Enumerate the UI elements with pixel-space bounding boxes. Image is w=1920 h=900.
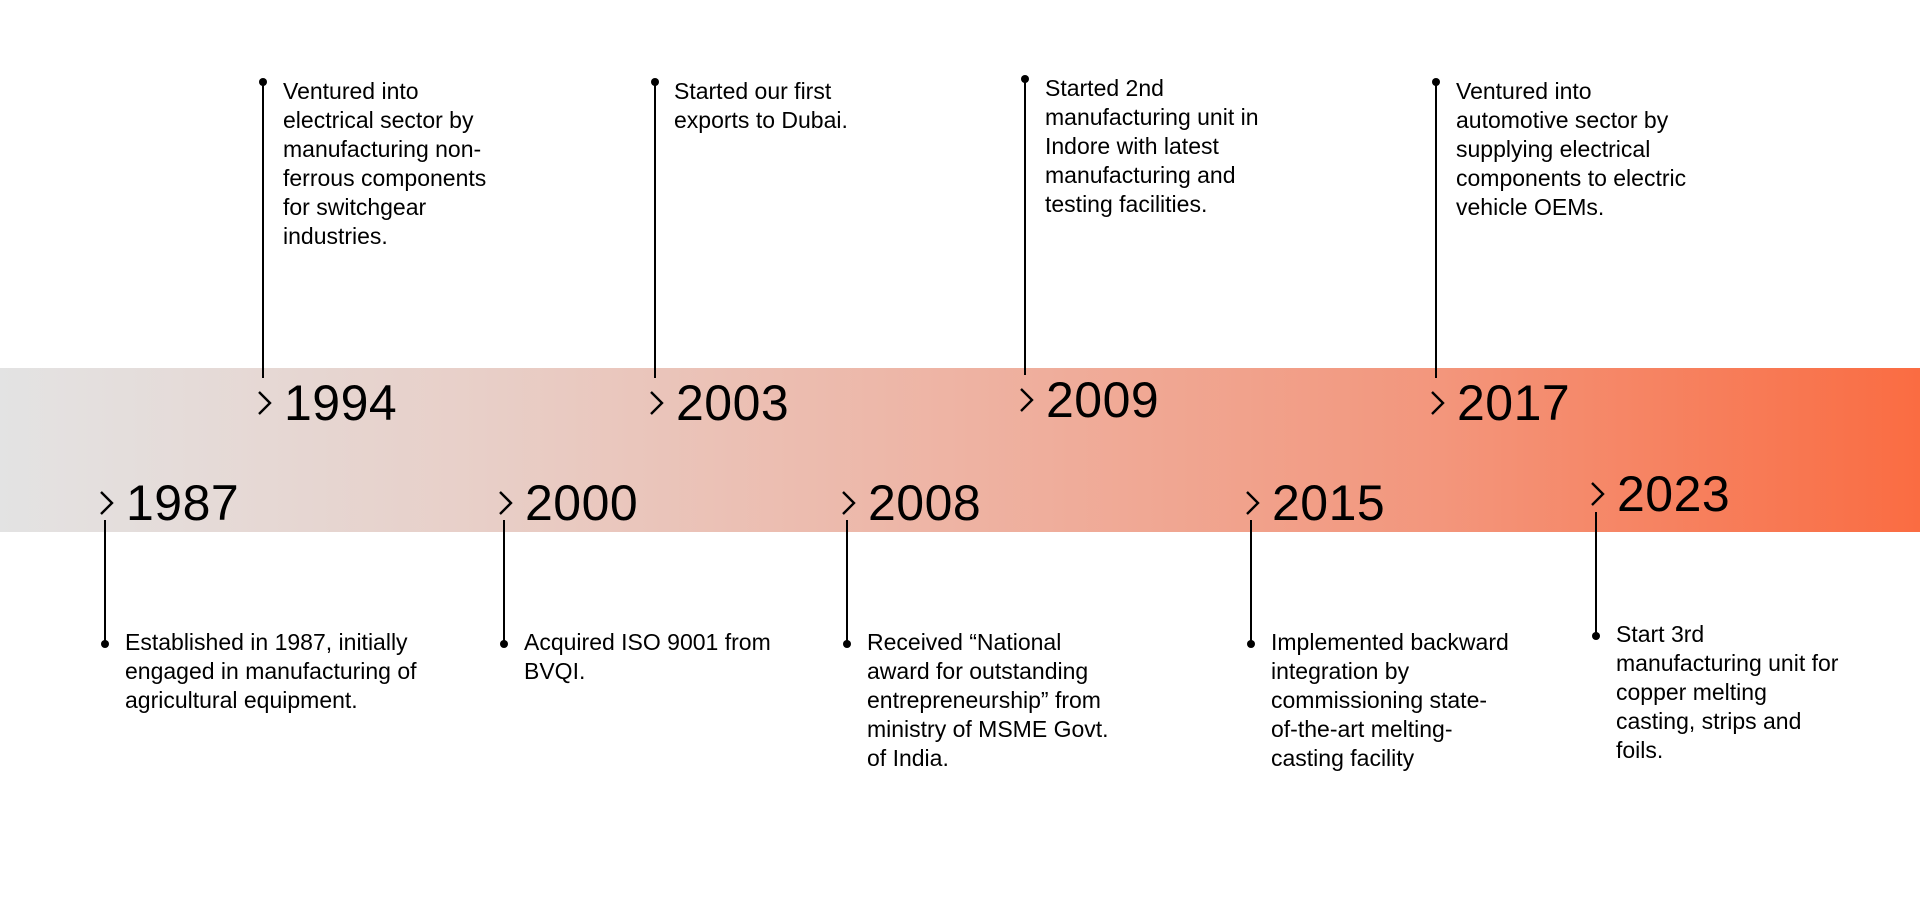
milestone-year: 2017 [1457,375,1571,431]
milestone-year: 1994 [284,375,398,431]
connector-dot [259,78,267,86]
connector-line [1024,80,1026,375]
milestone-header: 2000 [495,478,638,528]
chevron-right-icon [1016,385,1038,415]
milestone-header: 2023 [1587,469,1730,519]
connector-dot [1432,78,1440,86]
connector-line [104,520,106,644]
chevron-right-icon [1427,388,1449,418]
milestone-year: 2003 [676,375,790,431]
milestone-description: Started our first exports to Dubai. [674,78,848,133]
chevron-right-icon [254,388,276,418]
milestone-year: 2015 [1272,475,1386,531]
connector-dot [1021,75,1029,83]
connector-dot [101,640,109,648]
chevron-right-icon [495,488,517,518]
connector-dot [1592,632,1600,640]
milestone-year: 2000 [525,475,639,531]
timeline-band [0,368,1920,532]
milestone-header: 2009 [1016,375,1159,425]
connector-line [1595,512,1597,636]
chevron-right-icon [96,488,118,518]
connector-dot [843,640,851,648]
milestone-header: 2015 [1242,478,1385,528]
connector-dot [500,640,508,648]
milestone-description: Acquired ISO 9001 from BVQI. [524,629,771,684]
milestone-year: 2023 [1617,466,1731,522]
milestone-description: Established in 1987, initially engaged i… [125,629,417,713]
milestone-header: 1994 [254,378,397,428]
milestone-description: Ventured into electrical sector by manuf… [283,78,487,249]
connector-line [654,82,656,378]
milestone-description: Received “National award for outstanding… [867,629,1109,771]
milestone-header: 1987 [96,478,239,528]
milestone-year: 2008 [868,475,982,531]
connector-line [846,520,848,644]
connector-line [1250,520,1252,644]
chevron-right-icon [838,488,860,518]
milestone-header: 2008 [838,478,981,528]
milestone-header: 2003 [646,378,789,428]
milestone-description: Ventured into automotive sector by suppl… [1456,78,1687,220]
connector-line [1435,82,1437,378]
milestone-description: Start 3rd manufacturing unit for copper … [1616,621,1839,763]
chevron-right-icon [1242,488,1264,518]
connector-line [262,82,264,378]
connector-dot [1247,640,1255,648]
milestone-description: Implemented backward integration by comm… [1271,629,1509,771]
milestone-header: 2017 [1427,378,1570,428]
milestone-year: 2009 [1046,372,1160,428]
milestone-description: Started 2nd manufacturing unit in Indore… [1045,75,1259,217]
connector-line [503,520,505,644]
chevron-right-icon [646,388,668,418]
connector-dot [651,78,659,86]
chevron-right-icon [1587,479,1609,509]
milestone-year: 1987 [126,475,240,531]
